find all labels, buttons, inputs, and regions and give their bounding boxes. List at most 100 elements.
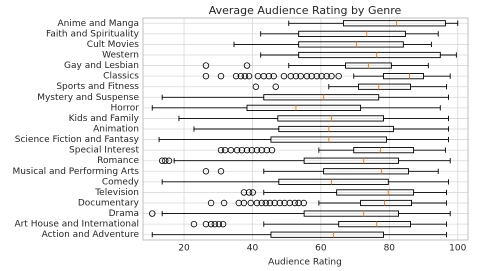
- flier: [158, 157, 166, 164]
- flier: [292, 72, 300, 80]
- flier: [247, 199, 254, 207]
- flier: [202, 72, 210, 80]
- flier: [248, 146, 255, 154]
- flier: [240, 189, 248, 196]
- flier: [253, 199, 261, 207]
- y-tick-label: Comedy: [102, 177, 140, 187]
- flier: [217, 168, 225, 175]
- y-tick-label: Special Interest: [69, 146, 139, 156]
- flier: [202, 220, 210, 228]
- x-tick-label: 100: [449, 244, 466, 254]
- flier: [149, 210, 156, 217]
- y-tick-label: Horror: [110, 103, 139, 113]
- flier: [318, 72, 325, 80]
- flier: [219, 220, 227, 228]
- y-tick-label: Faith and Spirituality: [46, 29, 140, 39]
- flier: [281, 199, 288, 207]
- flier: [335, 72, 342, 80]
- flier: [271, 199, 278, 207]
- y-tick-label: Documentary: [78, 199, 140, 209]
- box: [360, 199, 413, 207]
- box: [303, 210, 400, 217]
- box: [383, 73, 424, 80]
- flier: [272, 83, 279, 90]
- y-tick-label: Musical and Performing Arts: [13, 167, 140, 177]
- flier: [235, 199, 242, 207]
- box: [358, 83, 411, 90]
- flier: [207, 199, 215, 207]
- y-tick-label: Science Fiction and Fantasy: [15, 135, 140, 145]
- y-tick-label: Romance: [97, 156, 139, 166]
- flier: [217, 72, 225, 80]
- flier: [233, 146, 241, 154]
- x-tick-label: 60: [315, 244, 327, 254]
- x-tick-label: 40: [247, 244, 259, 254]
- x-axis-label: Audience Rating: [268, 258, 342, 268]
- y-tick-label: Cult Movies: [87, 40, 140, 50]
- y-tick-label: Anime and Manga: [57, 19, 139, 29]
- flier: [313, 72, 320, 80]
- flier: [258, 199, 265, 207]
- flier: [243, 146, 251, 154]
- flier: [245, 72, 253, 80]
- y-tick-label: Art House and International: [14, 220, 139, 230]
- y-tick-label: Sports and Fitness: [56, 82, 139, 92]
- flier: [243, 62, 251, 69]
- y-tick-label: Television: [94, 188, 139, 198]
- flier: [323, 72, 330, 80]
- y-tick-label: Action and Adventure: [42, 230, 140, 240]
- flier: [207, 220, 215, 228]
- flier: [220, 199, 228, 207]
- flier: [297, 72, 304, 80]
- flier: [232, 72, 240, 80]
- flier: [328, 72, 335, 80]
- box: [278, 125, 394, 133]
- y-tick-label: Animation: [93, 125, 139, 135]
- y-tick-label: Gay and Lesbian: [64, 61, 139, 71]
- flier: [300, 199, 307, 207]
- box: [336, 189, 415, 196]
- flier: [252, 83, 260, 90]
- chart-title: Average Audience Rating by Genre: [209, 4, 402, 17]
- flier: [262, 199, 270, 207]
- flier: [165, 157, 173, 164]
- box: [343, 20, 446, 27]
- flier: [263, 146, 271, 154]
- flier: [260, 72, 267, 80]
- box: [303, 157, 400, 164]
- flier: [286, 199, 293, 207]
- box: [263, 94, 380, 101]
- flier: [202, 62, 210, 69]
- flier: [258, 146, 265, 154]
- box: [338, 221, 411, 228]
- box: [278, 178, 389, 185]
- flier: [253, 146, 261, 154]
- box: [270, 231, 384, 238]
- box: [298, 41, 404, 48]
- y-tick-label: Mystery and Suspense: [37, 93, 139, 103]
- flier: [268, 146, 276, 154]
- flier: [215, 220, 223, 228]
- flier: [240, 199, 248, 207]
- y-tick-label: Western: [102, 51, 139, 61]
- flier: [227, 146, 235, 154]
- x-tick-label: 20: [178, 244, 190, 254]
- flier: [241, 72, 249, 80]
- flier: [280, 72, 288, 80]
- box: [298, 51, 441, 59]
- flier: [238, 146, 246, 154]
- flier: [291, 199, 299, 207]
- x-tick-label: 80: [384, 244, 396, 254]
- flier: [276, 199, 284, 207]
- box: [246, 104, 362, 111]
- plot-frame: [142, 17, 469, 241]
- flier: [308, 72, 315, 80]
- flier: [211, 220, 219, 228]
- flier: [303, 72, 311, 80]
- box: [298, 30, 406, 37]
- y-tick-label: Drama: [109, 209, 139, 219]
- box: [277, 115, 384, 122]
- flier: [217, 146, 225, 154]
